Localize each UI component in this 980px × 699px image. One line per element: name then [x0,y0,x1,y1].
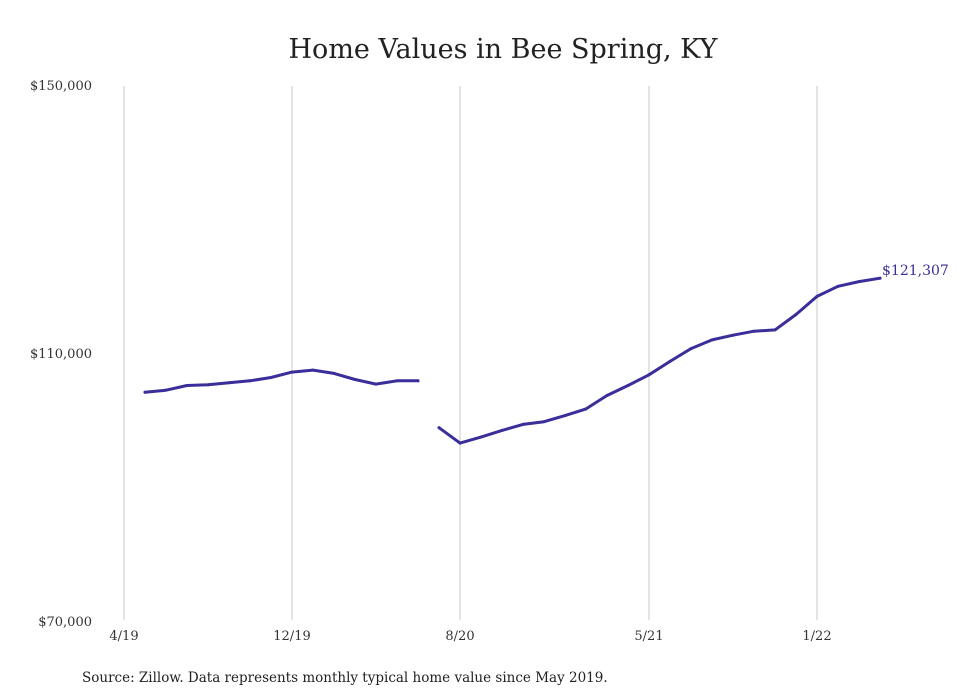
data-point-1-11 [668,359,672,363]
data-point-1-0 [437,426,441,430]
data-point-1-17 [794,312,798,316]
data-point-1-19 [836,284,840,288]
data-point-0-8 [311,368,315,372]
x-tick-label-0: 4/19 [109,629,138,644]
gridlines [123,86,818,620]
data-point-1-1 [458,441,462,445]
data-point-0-5 [248,379,252,383]
y-tick-label-2: $150,000 [30,79,92,94]
data-point-0-7 [290,370,294,374]
x-tick-label-1: 12/19 [273,629,310,644]
data-point-1-13 [710,338,714,342]
series-group [143,276,882,445]
x-tick-label-4: 1/22 [802,629,831,644]
data-point-1-20 [857,280,861,284]
data-point-0-4 [227,381,231,385]
x-tick-label-3: 5/21 [634,629,663,644]
data-point-0-1 [164,388,168,392]
data-point-1-6 [563,414,567,418]
series-line-segment-0 [143,368,420,394]
data-point-1-14 [731,333,735,337]
data-point-1-15 [752,329,756,333]
data-point-0-9 [332,371,336,375]
data-point-0-13 [416,379,420,383]
data-point-0-0 [143,390,147,394]
data-point-1-18 [815,294,819,298]
x-tick-label-2: 8/20 [445,629,474,644]
series-line-segment-1 [437,276,882,445]
data-point-0-10 [353,377,357,381]
data-point-1-9 [626,383,630,387]
data-point-0-3 [206,383,210,387]
data-point-1-21 [878,276,882,280]
data-point-0-11 [374,382,378,386]
data-point-1-4 [521,422,525,426]
data-point-1-16 [773,328,777,332]
data-point-0-2 [185,383,189,387]
data-point-0-6 [269,375,273,379]
data-point-1-2 [479,435,483,439]
source-note: Source: Zillow. Data represents monthly … [82,670,608,686]
x-axis: 4/19 12/19 8/20 5/21 1/22 [109,629,831,644]
data-point-1-10 [647,373,651,377]
data-point-1-3 [500,428,504,432]
end-value-label: $121,307 [882,263,949,279]
data-point-1-7 [584,407,588,411]
y-tick-label-1: $110,000 [30,347,92,362]
y-tick-label-0: $70,000 [38,615,92,630]
data-point-1-5 [542,420,546,424]
data-point-0-12 [395,379,399,383]
data-point-1-8 [605,394,609,398]
data-point-1-12 [689,347,693,351]
y-axis: $70,000 $110,000 $150,000 [30,79,92,630]
chart-title: Home Values in Bee Spring, KY [289,34,719,65]
